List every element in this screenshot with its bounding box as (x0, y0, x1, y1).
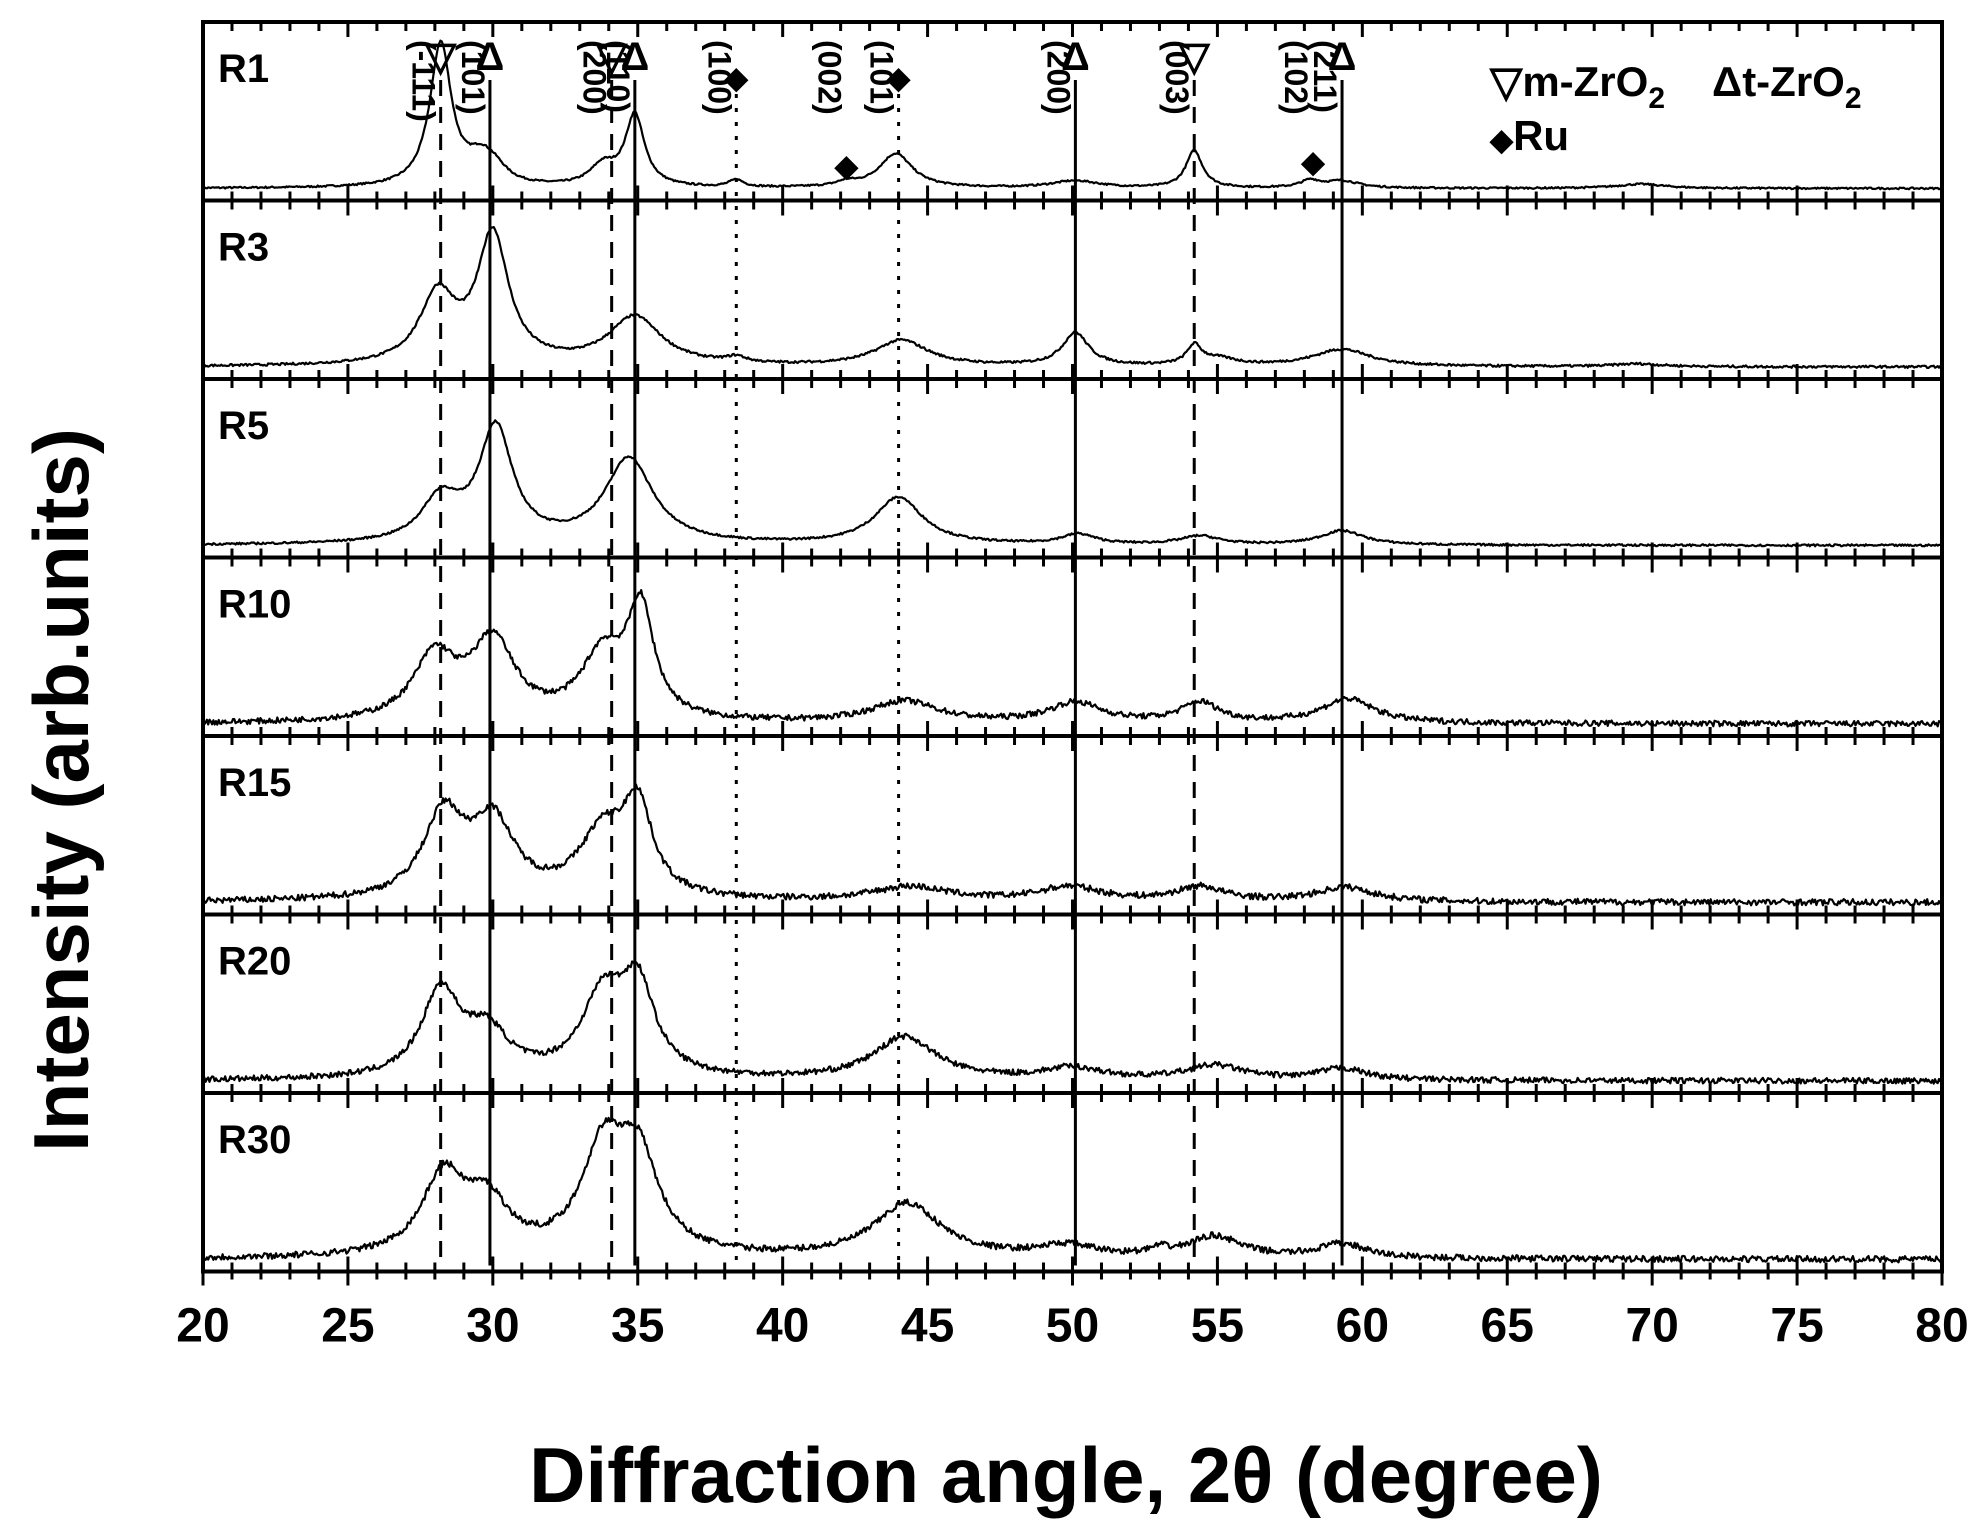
legend-entry-2: ◆Ru (1489, 112, 1569, 159)
peak-label-7: (200) (1040, 40, 1076, 115)
legend-text-1: t-ZrO (1742, 58, 1845, 105)
series-label-R15: R15 (218, 761, 291, 805)
peak-label-5: (002) (811, 40, 847, 115)
x-tick-label-55: 55 (1191, 1300, 1244, 1353)
peak-symbol-7: Δ (1061, 35, 1090, 79)
x-tick-label-20: 20 (176, 1300, 229, 1353)
series-label-R10: R10 (218, 583, 291, 627)
series-label-R20: R20 (218, 940, 291, 984)
series-line-R1 (202, 39, 1943, 191)
series-group: R1 R3 R5 R10 R15 R20 R30 (201, 39, 1943, 1264)
peak-annotations: ▽(-111) Δ(101) ▽(200) Δ(110) ◆(100)◆(002) ◆(1… (406, 35, 1357, 183)
peak-symbol-0: ▽ (424, 35, 457, 79)
x-tick-label-70: 70 (1625, 1300, 1678, 1353)
legend-entry-0: ▽m-ZrO2 (1489, 58, 1665, 115)
peak-label-2: (200) (577, 40, 613, 115)
peak-label-8: (003) (1159, 40, 1195, 115)
legend-entry-1: Δt-ZrO2 (1712, 58, 1862, 115)
peak-label-3: (110) (600, 40, 636, 113)
peak-symbol-2: ▽ (595, 35, 628, 79)
x-tick-label-45: 45 (901, 1300, 954, 1353)
x-tick-label-40: 40 (756, 1300, 809, 1353)
peak-label-9: (102) (1278, 40, 1314, 115)
legend-text-0: m-ZrO (1522, 58, 1648, 105)
legend: ▽m-ZrO2 Δt-ZrO2◆Ru (1489, 58, 1862, 159)
peak-label-4: (100) (701, 40, 737, 115)
peak-symbol-10: Δ (1328, 35, 1357, 79)
series-label-R5: R5 (218, 404, 269, 448)
x-tick-label-80: 80 (1915, 1300, 1968, 1353)
x-tick-label-30: 30 (466, 1300, 519, 1353)
x-tick-label-50: 50 (1046, 1300, 1099, 1353)
x-tick-label-35: 35 (611, 1300, 664, 1353)
peak-symbol-6: ◆ (886, 62, 911, 95)
y-axis-label: Intensity (arb.units) (17, 428, 105, 1152)
peak-label-0: (-111) (406, 40, 442, 122)
legend-symbol-2: ◆ (1489, 124, 1514, 157)
peak-symbol-8: ▽ (1178, 35, 1211, 79)
peak-symbol-9: ◆ (1301, 146, 1326, 179)
peak-symbol-1: Δ (476, 35, 505, 79)
legend-symbol-1: Δ (1712, 58, 1742, 105)
series-label-R1: R1 (218, 47, 269, 91)
x-tick-label-65: 65 (1481, 1300, 1534, 1353)
peak-label-6: (101) (864, 40, 900, 115)
peak-label-1: (101) (455, 40, 491, 115)
series-label-R3: R3 (218, 226, 269, 270)
peak-label-10: (211) (1307, 40, 1343, 113)
peak-symbol-4: ◆ (724, 62, 749, 95)
legend-subscript-0: 2 (1648, 82, 1665, 115)
peak-symbol-5: ◆ (834, 150, 859, 183)
x-tick-label-60: 60 (1336, 1300, 1389, 1353)
legend-subscript-1: 2 (1845, 82, 1862, 115)
legend-text-2: Ru (1513, 112, 1569, 159)
series-label-R30: R30 (218, 1118, 291, 1162)
x-tick-label-75: 75 (1770, 1300, 1823, 1353)
peak-symbol-3: Δ (620, 35, 649, 79)
x-axis-label: Diffraction angle, 2θ (degree) (529, 1431, 1603, 1519)
legend-symbol-0: ▽ (1489, 58, 1524, 105)
x-tick-labels: 20 25 30 35 40 45 50 55 60 65 70 75 80 (176, 1300, 1968, 1353)
x-axis-ticks (201, 22, 1944, 1286)
x-tick-label-25: 25 (321, 1300, 374, 1353)
